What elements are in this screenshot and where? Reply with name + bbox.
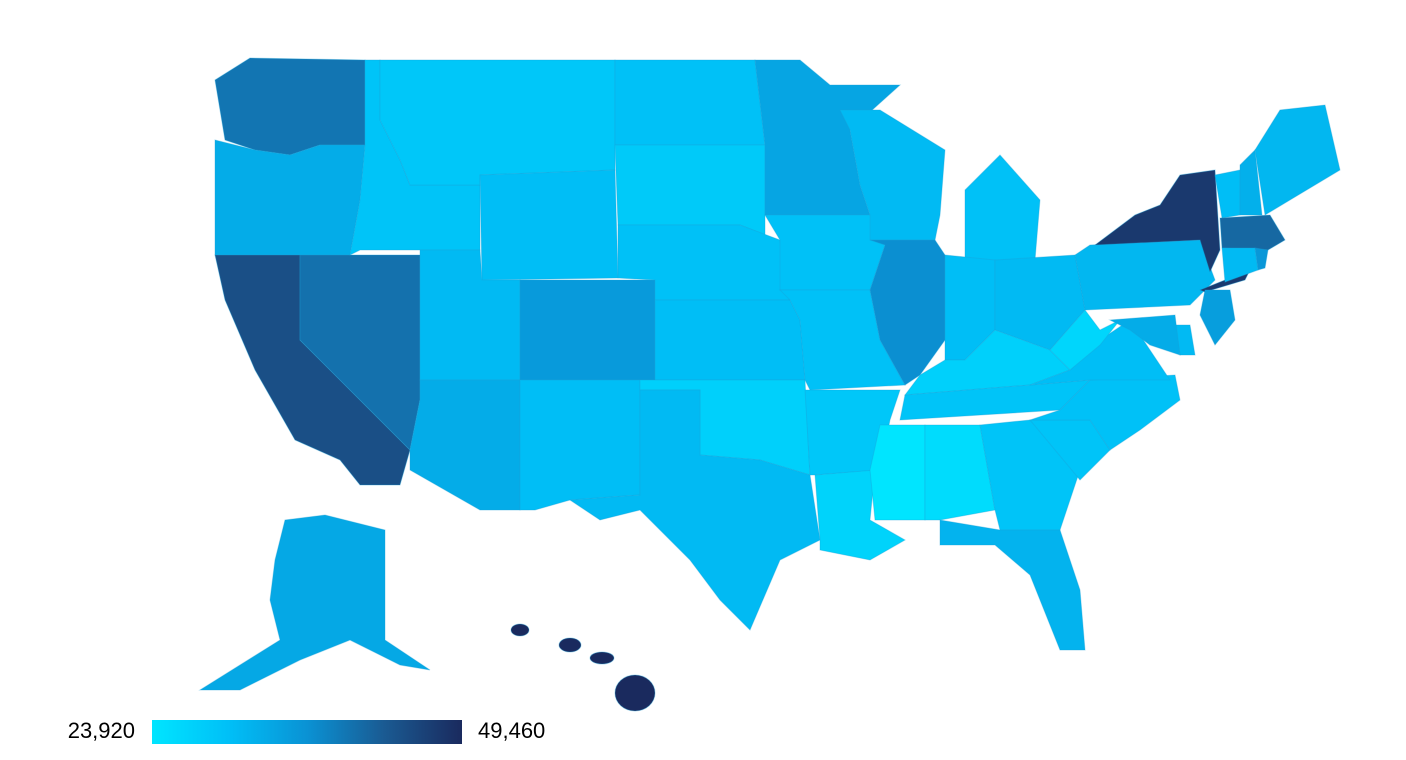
- state: [1074, 239, 1216, 311]
- state: [1254, 247, 1269, 271]
- state: [654, 299, 806, 381]
- state: [519, 279, 656, 381]
- state: [764, 214, 886, 291]
- state: [869, 239, 946, 386]
- state: [939, 519, 1086, 651]
- state: [510, 623, 530, 637]
- state: [1108, 314, 1181, 356]
- state: [519, 379, 641, 511]
- state: [558, 637, 582, 653]
- state: [1093, 169, 1221, 274]
- state: [964, 154, 1041, 263]
- states: [198, 57, 1341, 712]
- state: [924, 424, 996, 521]
- legend-min: 23,920: [68, 718, 135, 743]
- state: [479, 169, 619, 281]
- state: [1214, 169, 1241, 219]
- state: [589, 651, 615, 665]
- state: [568, 389, 821, 631]
- legend-bar: [152, 720, 462, 744]
- state: [1239, 148, 1263, 216]
- state: [214, 57, 366, 156]
- state: [1199, 289, 1236, 346]
- state: [614, 59, 766, 146]
- state: [214, 139, 366, 256]
- state: [409, 379, 521, 511]
- state: [869, 424, 926, 521]
- state: [379, 59, 616, 186]
- state: [1221, 247, 1259, 283]
- state: [614, 144, 766, 236]
- state: [1219, 214, 1286, 251]
- legend-max: 49,460: [478, 718, 545, 743]
- state: [198, 514, 431, 691]
- state: [614, 674, 656, 712]
- state: [1254, 104, 1341, 216]
